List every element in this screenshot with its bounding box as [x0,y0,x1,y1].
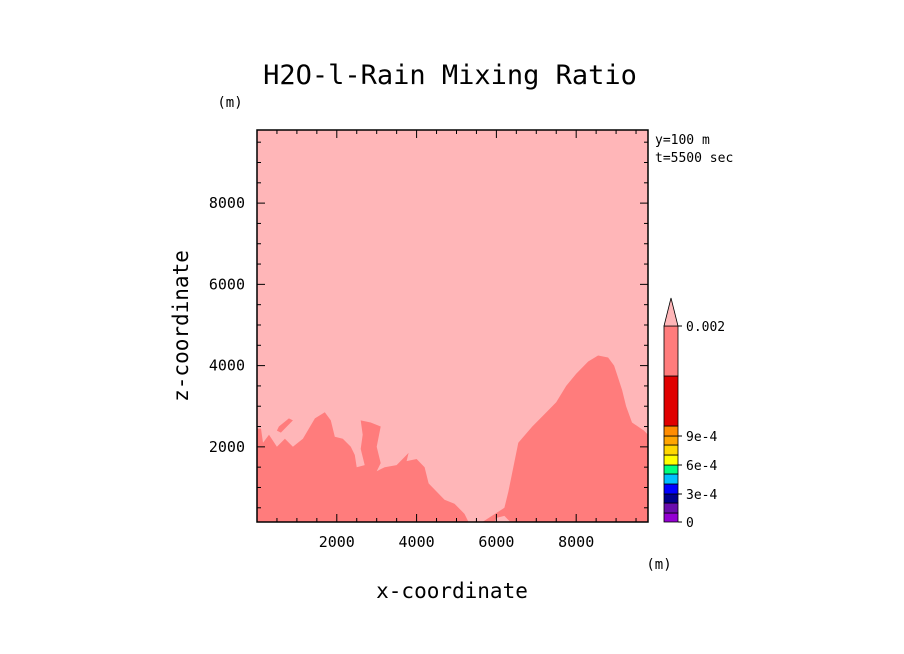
x-tick-label: 4000 [399,533,435,551]
plot-frame [256,129,649,523]
colorbar-band [663,444,679,456]
colorbar-band [663,483,679,495]
colorbar [663,297,682,523]
chart-title: H2O-l-Rain Mixing Ratio [263,60,637,91]
y-tick-label: 6000 [209,275,245,293]
colorbar-tick-label: 6e-4 [686,459,717,474]
colorbar-band [663,512,679,523]
colorbar-band [663,425,679,437]
x-tick-label: 8000 [558,533,594,551]
colorbar-band [663,464,679,475]
y-unit-label: (m) [217,95,242,111]
x-tick-label: 2000 [319,533,355,551]
y-tick-label: 4000 [209,357,245,375]
colorbar-band [663,435,679,446]
colorbar-band [663,502,679,514]
annotation-t: t=5500 sec [655,151,733,166]
colorbar-tick-label: 0.002 [686,320,725,335]
x-axis-label: x-coordinate [376,579,528,603]
colorbar-tick-label: 3e-4 [686,488,717,503]
x-unit-label: (m) [646,557,671,573]
colorbar-tick-label: 9e-4 [686,430,717,445]
rain-region-right [482,355,648,522]
colorbar-band [663,325,679,377]
rain-region-left [257,412,469,522]
colorbar-tick-label: 0 [686,516,694,531]
x-tick-labels: 2000 4000 6000 8000 [319,533,595,551]
axis-ticks [257,130,648,522]
y-tick-labels: 2000 4000 6000 8000 [209,194,245,456]
colorbar-labels: 0 3e-4 6e-4 9e-4 0.002 [686,320,725,531]
colorbar-band [663,454,679,466]
y-tick-label: 8000 [209,194,245,212]
y-axis-label: z-coordinate [169,250,193,402]
contour-regions [257,355,648,522]
colorbar-extension [663,297,679,327]
y-tick-label: 2000 [209,438,245,456]
colorbar-band [663,375,679,427]
annotation-y: y=100 m [655,133,710,148]
rain-region-small-left [276,418,293,433]
colorbar-band [663,473,679,485]
x-tick-label: 6000 [478,533,514,551]
colorbar-band [663,493,679,504]
